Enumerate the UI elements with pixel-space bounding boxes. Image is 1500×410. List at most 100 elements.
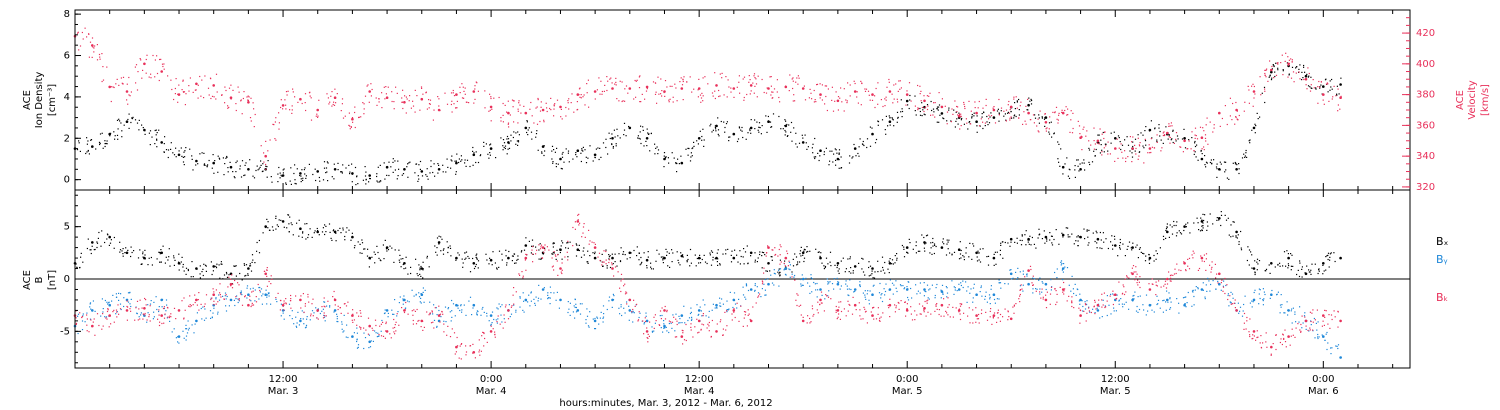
velocity-sample: [682, 80, 684, 83]
velocity-sample: [342, 117, 345, 119]
ion-density-sample: [976, 131, 978, 133]
ion-density-sample: [1120, 148, 1122, 151]
velocity-sample: [391, 91, 393, 93]
bx-sample: [1333, 252, 1335, 254]
ion-density-sample: [1048, 131, 1050, 133]
bx-sample: [1021, 235, 1023, 237]
velocity-sample: [934, 116, 936, 118]
by-sample: [268, 293, 270, 295]
ion-density-sample: [342, 164, 344, 166]
ion-density-sample: [729, 136, 731, 138]
bx-sample: [1254, 273, 1256, 276]
ion-density-sample: [877, 124, 879, 126]
ion-density-sample: [325, 167, 328, 169]
bz-sample: [241, 304, 244, 306]
velocity-sample: [621, 81, 623, 83]
by-sample: [296, 326, 298, 328]
ion-density-sample: [1213, 159, 1215, 161]
velocity-sample: [1312, 79, 1314, 81]
ion-density-sample: [127, 118, 129, 121]
velocity-sample: [1009, 108, 1011, 111]
ion-density-sample: [575, 154, 577, 156]
bx-sample: [337, 229, 339, 232]
by-sample: [406, 300, 409, 302]
velocity-sample: [778, 96, 780, 99]
velocity-sample: [334, 88, 336, 90]
by-sample: [783, 269, 785, 271]
by-sample: [519, 297, 521, 299]
velocity-sample: [1101, 154, 1103, 156]
ion-density-sample: [605, 146, 607, 149]
velocity-sample: [99, 58, 101, 60]
ion-density-sample: [796, 146, 798, 148]
by-sample: [107, 303, 109, 305]
bx-sample: [394, 249, 396, 251]
bx-sample: [377, 251, 379, 254]
velocity-point: [732, 87, 736, 90]
by-sample: [1264, 293, 1266, 296]
ion-density-sample: [512, 136, 514, 139]
bz-point: [1061, 288, 1065, 291]
velocity-sample: [1196, 138, 1199, 140]
by-point: [1044, 282, 1048, 286]
by-sample: [1231, 293, 1234, 295]
velocity-sample: [1162, 132, 1164, 134]
bz-sample: [157, 318, 159, 320]
ion-density-sample: [450, 167, 452, 169]
bx-sample: [743, 248, 745, 250]
bz-point: [871, 314, 874, 317]
velocity-sample: [1267, 80, 1269, 82]
by-sample: [683, 305, 685, 307]
ion-density-sample: [997, 108, 999, 110]
bx-sample: [907, 252, 909, 254]
by-sample: [387, 316, 389, 318]
velocity-sample: [287, 90, 289, 92]
bx-sample: [1055, 229, 1057, 231]
by-sample: [1331, 347, 1333, 349]
bx-sample: [1329, 259, 1331, 261]
by-sample: [846, 288, 849, 290]
bx-sample: [125, 247, 127, 249]
bx-sample: [357, 241, 359, 243]
by-sample: [1132, 295, 1134, 297]
bz-sample: [137, 319, 139, 321]
bx-sample: [287, 214, 290, 216]
bz-sample: [439, 321, 441, 323]
ion-density-sample: [988, 122, 991, 124]
bx-sample: [785, 266, 787, 268]
velocity-sample: [699, 94, 702, 96]
bx-sample: [1156, 253, 1158, 255]
bz-sample: [142, 318, 144, 320]
by-sample: [188, 327, 190, 329]
bx-sample: [1020, 244, 1023, 246]
velocity-sample: [429, 99, 432, 101]
ion-density-sample: [87, 149, 89, 152]
bx-point: [108, 235, 111, 239]
bx-sample: [626, 258, 628, 260]
ion-density-sample: [726, 121, 728, 123]
by-sample: [1316, 329, 1318, 331]
by-sample: [1251, 300, 1253, 302]
ion-density-sample: [86, 143, 88, 145]
by-sample: [1110, 293, 1112, 295]
by-sample: [919, 292, 921, 294]
velocity-sample: [1293, 81, 1295, 83]
by-sample: [1184, 296, 1186, 298]
bz-sample: [353, 319, 355, 321]
by-sample: [1156, 295, 1158, 297]
velocity-sample: [128, 94, 130, 96]
velocity-sample: [182, 80, 184, 82]
by-sample: [847, 294, 849, 296]
by-sample: [966, 290, 968, 292]
velocity-sample: [792, 100, 794, 102]
velocity-sample: [509, 114, 511, 116]
velocity-sample: [135, 82, 137, 84]
ion-density-sample: [938, 106, 940, 108]
bz-sample: [117, 304, 119, 306]
ion-density-sample: [1029, 100, 1031, 102]
by-sample: [1042, 282, 1044, 284]
velocity-sample: [406, 98, 408, 100]
by-sample: [1227, 294, 1229, 297]
ion-density-sample: [138, 129, 140, 131]
ion-density-sample: [582, 150, 584, 152]
